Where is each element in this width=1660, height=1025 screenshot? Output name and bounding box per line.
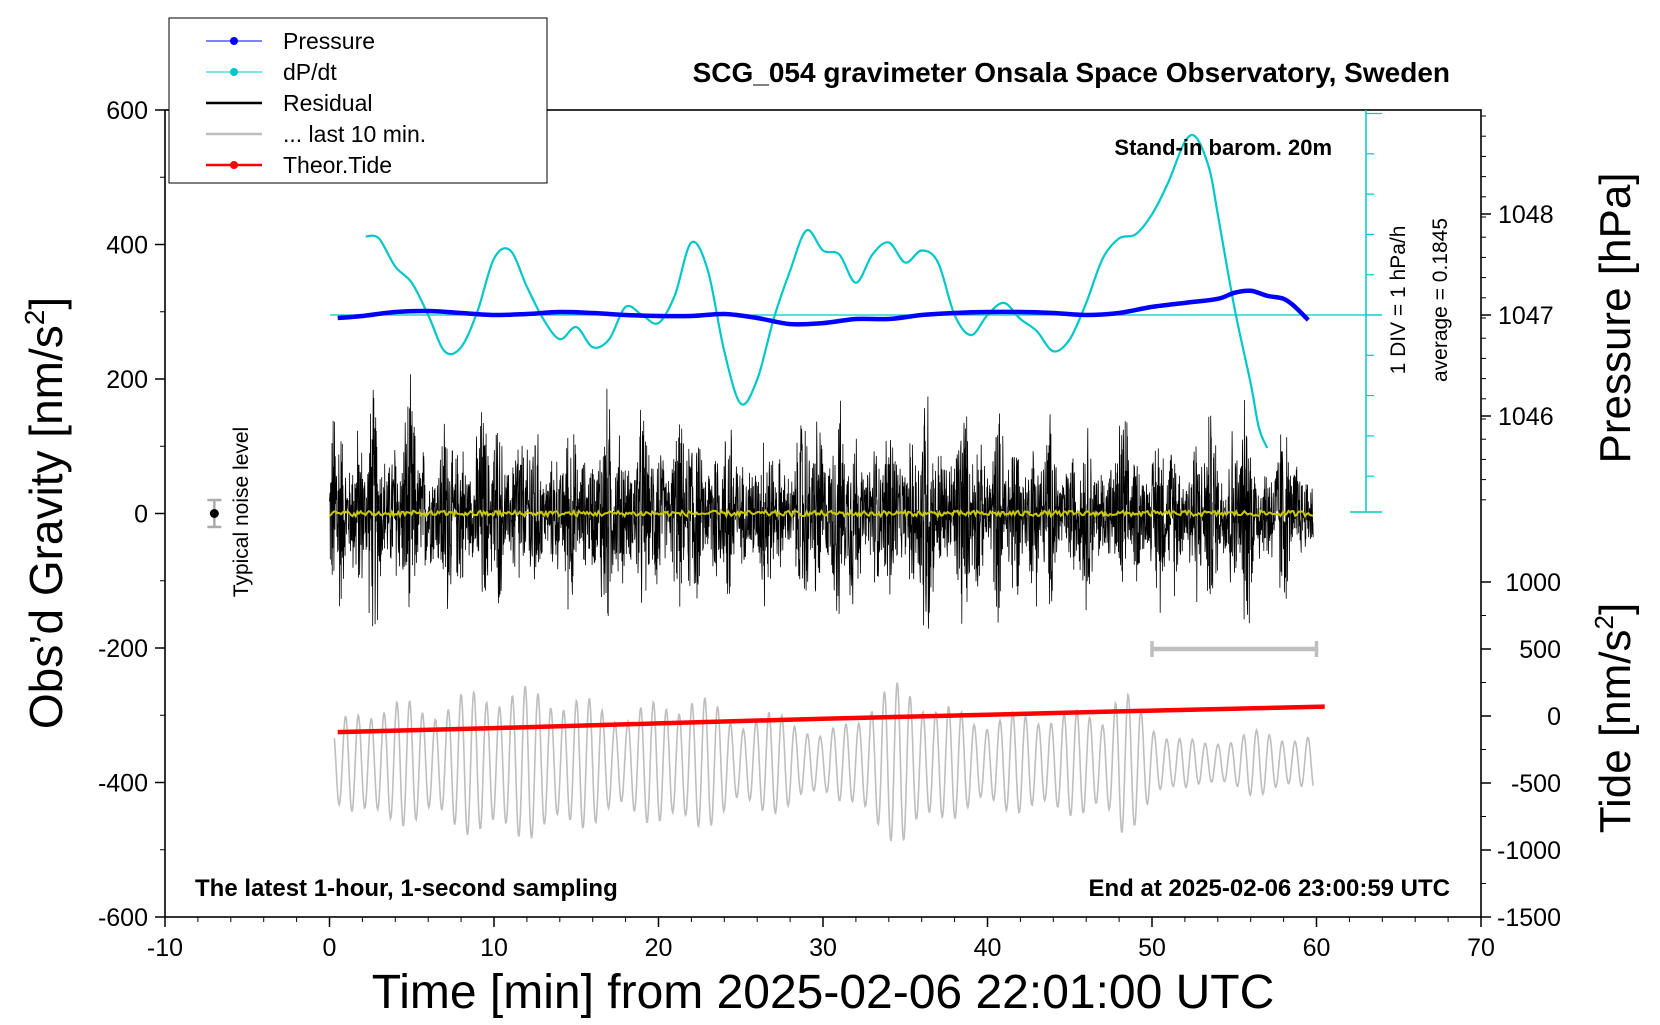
y-tick-label: -600 [98, 904, 148, 932]
dpdt-line [365, 133, 1269, 449]
x-tick-label: 50 [1138, 934, 1166, 962]
x-tick-label: 0 [323, 934, 337, 962]
tide-tick-label: 0 [1547, 703, 1561, 731]
dpdt-scale-label: 1 DIV = 1 hPa/h [1387, 226, 1410, 375]
x-tick-label: 10 [480, 934, 508, 962]
tide-tick-label: -1500 [1497, 904, 1561, 932]
residual-line [329, 374, 1314, 629]
last-10-min-layer [333, 682, 1314, 842]
legend-label: Residual [283, 90, 373, 116]
y-tick-label: 0 [134, 501, 148, 529]
pressure-line [337, 288, 1310, 327]
tide-tick-label: -1000 [1497, 837, 1561, 865]
dpdt-average-label: average = 0.1845 [1429, 218, 1452, 382]
x-tick-label: 20 [645, 934, 673, 962]
legend-marker [230, 37, 238, 45]
legend: Pressure dP/dt Residual ... last 10 min. The… [168, 17, 548, 184]
pressure-tick-label: 1046 [1498, 403, 1554, 431]
residual-smoothed-line [328, 508, 1314, 520]
y-tick-label: -200 [98, 635, 148, 663]
subtitle-right: End at 2025-02-06 23:00:59 UTC [1089, 875, 1451, 902]
dpdt-layer [365, 133, 1269, 449]
legend-label: ... last 10 min. [283, 121, 426, 147]
y-axis-label-tide: Tide [nm/s2] [1589, 603, 1640, 833]
pressure-layer [337, 288, 1310, 327]
x-tick-label: -10 [147, 934, 183, 962]
y-tick-label: 600 [106, 97, 148, 125]
x-tick-label: 70 [1467, 934, 1495, 962]
y-axis-label-gravity: Obs’d Gravity [nm/s2] [19, 297, 72, 729]
y-axis-gravity: 600 400 200 0 -200 -400 -600 [98, 97, 165, 932]
noise-level-label: Typical noise level [230, 427, 253, 597]
tide-tick-label: 500 [1519, 636, 1561, 664]
x-axis: -10 0 10 20 30 40 50 60 70 [147, 917, 1495, 962]
theor-tide-layer [337, 704, 1325, 735]
y-tick-label: 400 [106, 232, 148, 260]
legend-label: Theor.Tide [283, 152, 392, 178]
last-10-min-line [333, 682, 1314, 842]
tide-tick-label: 1000 [1505, 569, 1561, 597]
x-tick-label: 40 [974, 934, 1002, 962]
tide-tick-label: -500 [1511, 770, 1561, 798]
y-tick-label: 200 [106, 366, 148, 394]
y-axis-label-pressure: Pressure [hPa] [1591, 172, 1640, 463]
legend-marker [230, 68, 238, 76]
y-axis-tide: 1000 500 0 -500 -1000 -1500 [1481, 569, 1561, 932]
ten-min-bar-layer [1150, 641, 1319, 657]
pressure-tick-label: 1048 [1498, 201, 1554, 229]
y-tick-label: -400 [98, 770, 148, 798]
x-tick-label: 30 [809, 934, 837, 962]
residual-smoothed-layer [328, 508, 1314, 520]
legend-label: Pressure [283, 28, 375, 54]
noise-point [209, 509, 219, 518]
subtitle-left: The latest 1-hour, 1-second sampling [195, 875, 618, 902]
theor-tide-line [337, 704, 1325, 735]
pressure-tick-label: 1047 [1498, 302, 1554, 330]
noise-level-layer [207, 498, 222, 529]
legend-box [168, 17, 548, 184]
residual-layer [329, 374, 1314, 629]
x-tick-label: 60 [1303, 934, 1331, 962]
x-axis-label: Time [min] from 2025-02-06 22:01:00 UTC [372, 966, 1275, 1019]
y-axis-pressure: 1048 1047 1046 [1481, 115, 1554, 501]
stand-in-label: Stand-in barom. 20m [1114, 135, 1332, 160]
legend-marker [230, 161, 238, 169]
legend-label: dP/dt [283, 59, 337, 85]
chart-title: SCG_054 gravimeter Onsala Space Observat… [693, 57, 1450, 88]
